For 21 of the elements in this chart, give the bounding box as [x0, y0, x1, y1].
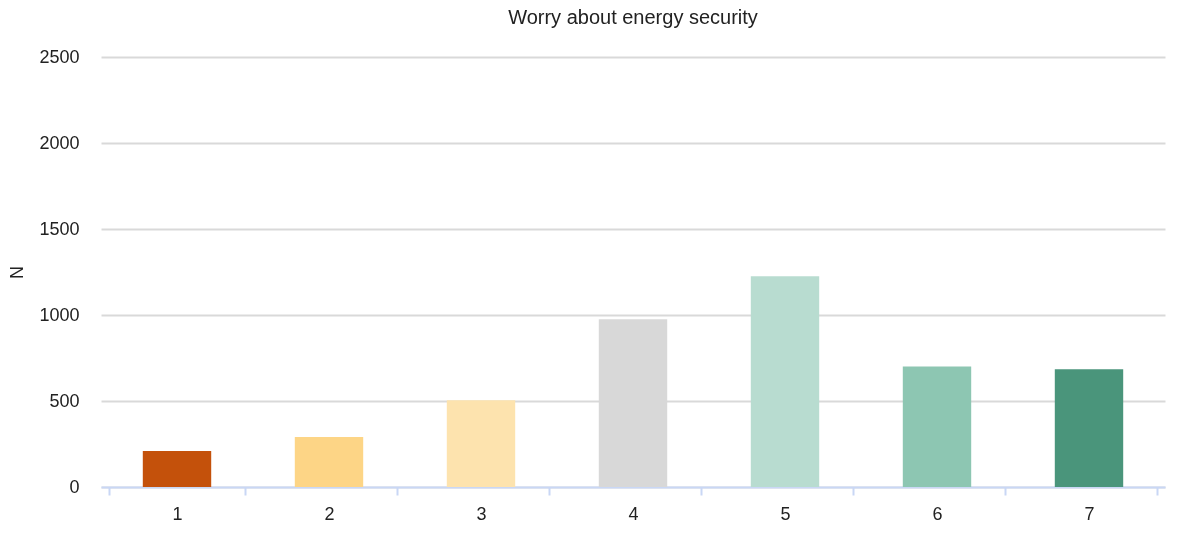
bar [294, 437, 364, 487]
y-tick-label: 1500 [39, 218, 80, 239]
bar [142, 450, 212, 487]
x-tick-label: 3 [476, 503, 487, 524]
y-tick-label: 1000 [39, 304, 80, 325]
y-tick-label: 2000 [39, 132, 80, 153]
y-tick-label: 500 [49, 390, 80, 411]
x-tick-label: 4 [628, 503, 639, 524]
y-tick-label: 2500 [39, 46, 80, 67]
y-tick-label: 0 [69, 476, 80, 497]
y-axis-title: N [7, 266, 28, 279]
bar [1054, 369, 1124, 487]
bar [902, 366, 972, 487]
chart-title: Worry about energy security [508, 6, 758, 28]
x-tick-label: 2 [324, 503, 335, 524]
x-tick-label: 6 [932, 503, 943, 524]
x-tick-label: 7 [1084, 503, 1095, 524]
bar [446, 400, 516, 487]
x-tick-label: 1 [172, 503, 183, 524]
bar [750, 276, 820, 487]
x-tick-label: 5 [780, 503, 791, 524]
